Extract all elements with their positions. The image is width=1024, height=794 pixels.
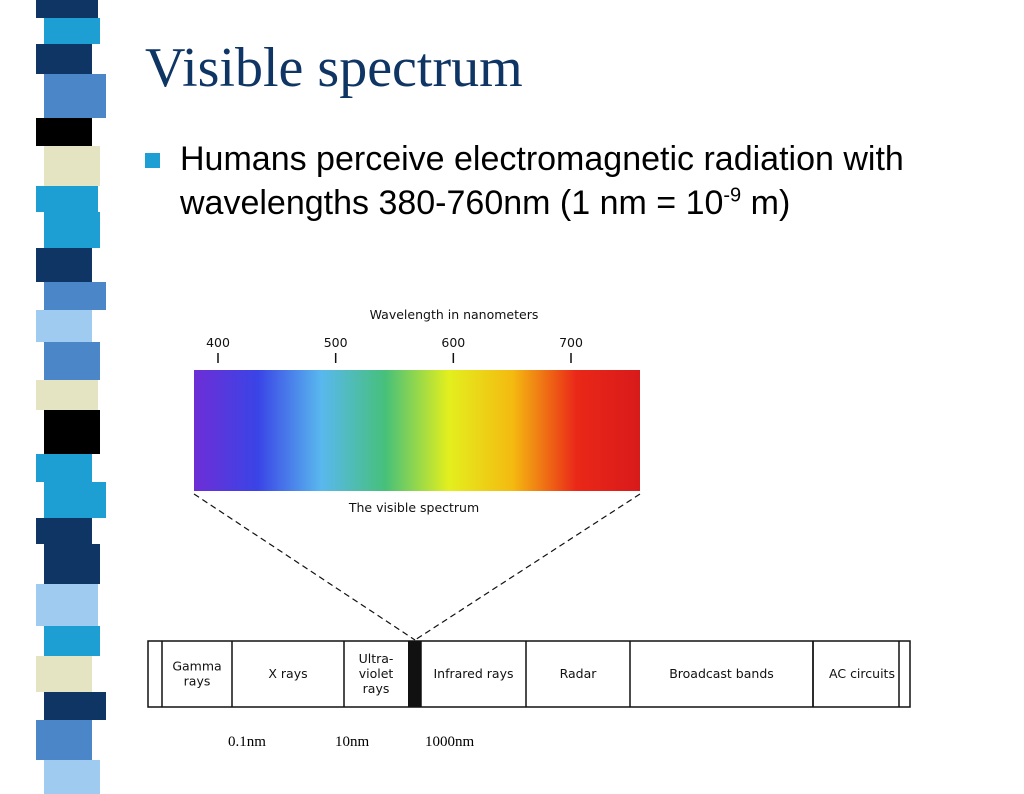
stripe-segment xyxy=(36,454,92,482)
stripe-segment xyxy=(44,146,100,186)
stripe-segment xyxy=(36,518,92,544)
stripe-segment xyxy=(44,18,100,44)
tick-label-600: 600 xyxy=(441,335,465,350)
band-label: violet xyxy=(359,666,394,681)
zoom-line-right xyxy=(414,493,641,641)
slide-title: Visible spectrum xyxy=(145,37,523,99)
stripe-segment xyxy=(36,584,98,626)
stripe-segment xyxy=(36,186,98,212)
tick-label-700: 700 xyxy=(559,335,583,350)
band-label: Radar xyxy=(560,666,598,681)
scale-label-0-1nm: 0.1nm xyxy=(228,734,266,750)
visible-spectrum-bar xyxy=(194,370,640,491)
band-label: AC circuits xyxy=(829,666,895,681)
bullet-square-icon xyxy=(145,153,160,168)
bullet-text-end: m) xyxy=(741,184,791,222)
spectrum-caption: The visible spectrum xyxy=(348,500,479,515)
spectrum-diagram: Wavelength in nanometers 400 500 600 700 Th… xyxy=(147,307,911,708)
tick-label-400: 400 xyxy=(206,335,230,350)
band-label: X rays xyxy=(268,666,307,681)
spectrum-figure: Wavelength in nanometers 400 500 600 700 Th… xyxy=(130,242,914,768)
scale-label-10nm: 10nm xyxy=(335,734,370,750)
stripe-segment xyxy=(44,74,106,118)
stripe-segment xyxy=(36,310,92,342)
stripe-segment xyxy=(44,544,100,584)
bullet-superscript: -9 xyxy=(723,184,742,207)
spectrum-ticks: 400 500 600 700 xyxy=(206,335,583,363)
scale-label-1000nm: 1000nm xyxy=(425,734,475,750)
decorative-stripe-bar xyxy=(36,0,106,794)
bullet-text: Humans perceive electromagnetic radiatio… xyxy=(180,137,1010,225)
stripe-segment xyxy=(36,118,92,146)
band-label: Infrared rays xyxy=(434,666,514,681)
band-label: rays xyxy=(184,674,211,689)
stripe-segment xyxy=(36,656,92,692)
stripe-segment xyxy=(44,626,100,656)
band-label: Broadcast bands xyxy=(669,666,774,681)
stripe-segment xyxy=(44,282,106,310)
band-label: Gamma xyxy=(172,659,221,674)
stripe-segment xyxy=(44,760,100,794)
stripe-segment xyxy=(36,380,98,410)
em-spectrum-strip xyxy=(147,640,911,708)
stripe-segment xyxy=(36,720,92,760)
tick-label-500: 500 xyxy=(324,335,348,350)
stripe-segment xyxy=(36,0,98,18)
stripe-segment xyxy=(44,212,100,248)
visible-band-marker xyxy=(408,641,421,707)
spectrum-axis-title: Wavelength in nanometers xyxy=(370,307,539,322)
stripe-segment xyxy=(36,248,92,282)
stripe-segment xyxy=(44,342,100,380)
zoom-line-left xyxy=(193,493,416,641)
stripe-segment xyxy=(36,44,92,74)
band-label: rays xyxy=(363,681,390,696)
stripe-segment xyxy=(44,482,106,518)
band-label: Ultra- xyxy=(359,651,394,666)
stripe-segment xyxy=(44,410,100,454)
bullet-text-main: Humans perceive electromagnetic radiatio… xyxy=(180,140,904,222)
stripe-segment xyxy=(44,692,106,720)
